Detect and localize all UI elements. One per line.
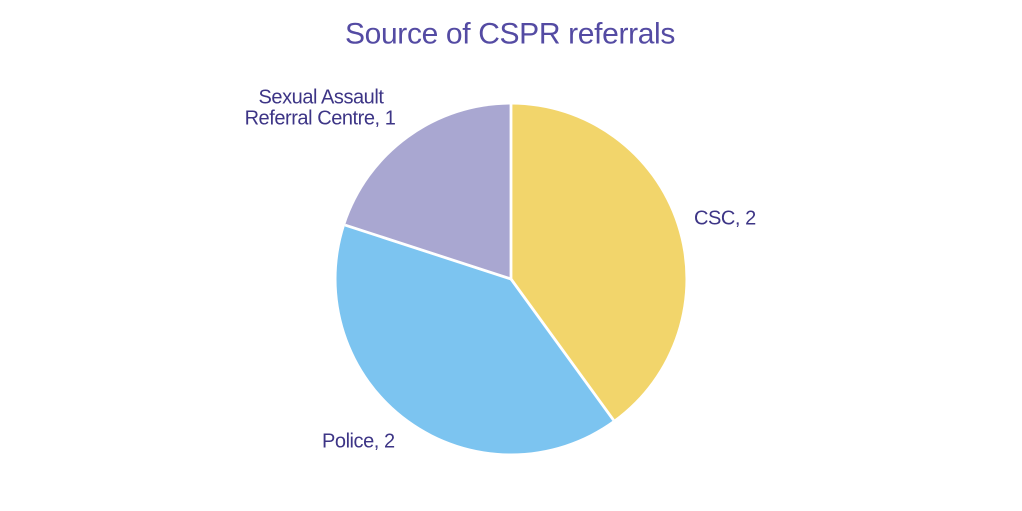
svg-text:Referral Centre, 1: Referral Centre, 1 bbox=[245, 107, 396, 129]
svg-text:CSC, 2: CSC, 2 bbox=[694, 208, 756, 230]
svg-text:Source of CSPR referrals: Source of CSPR referrals bbox=[345, 18, 675, 51]
svg-text:Sexual Assault: Sexual Assault bbox=[259, 86, 385, 108]
svg-text:Police, 2: Police, 2 bbox=[322, 431, 395, 453]
